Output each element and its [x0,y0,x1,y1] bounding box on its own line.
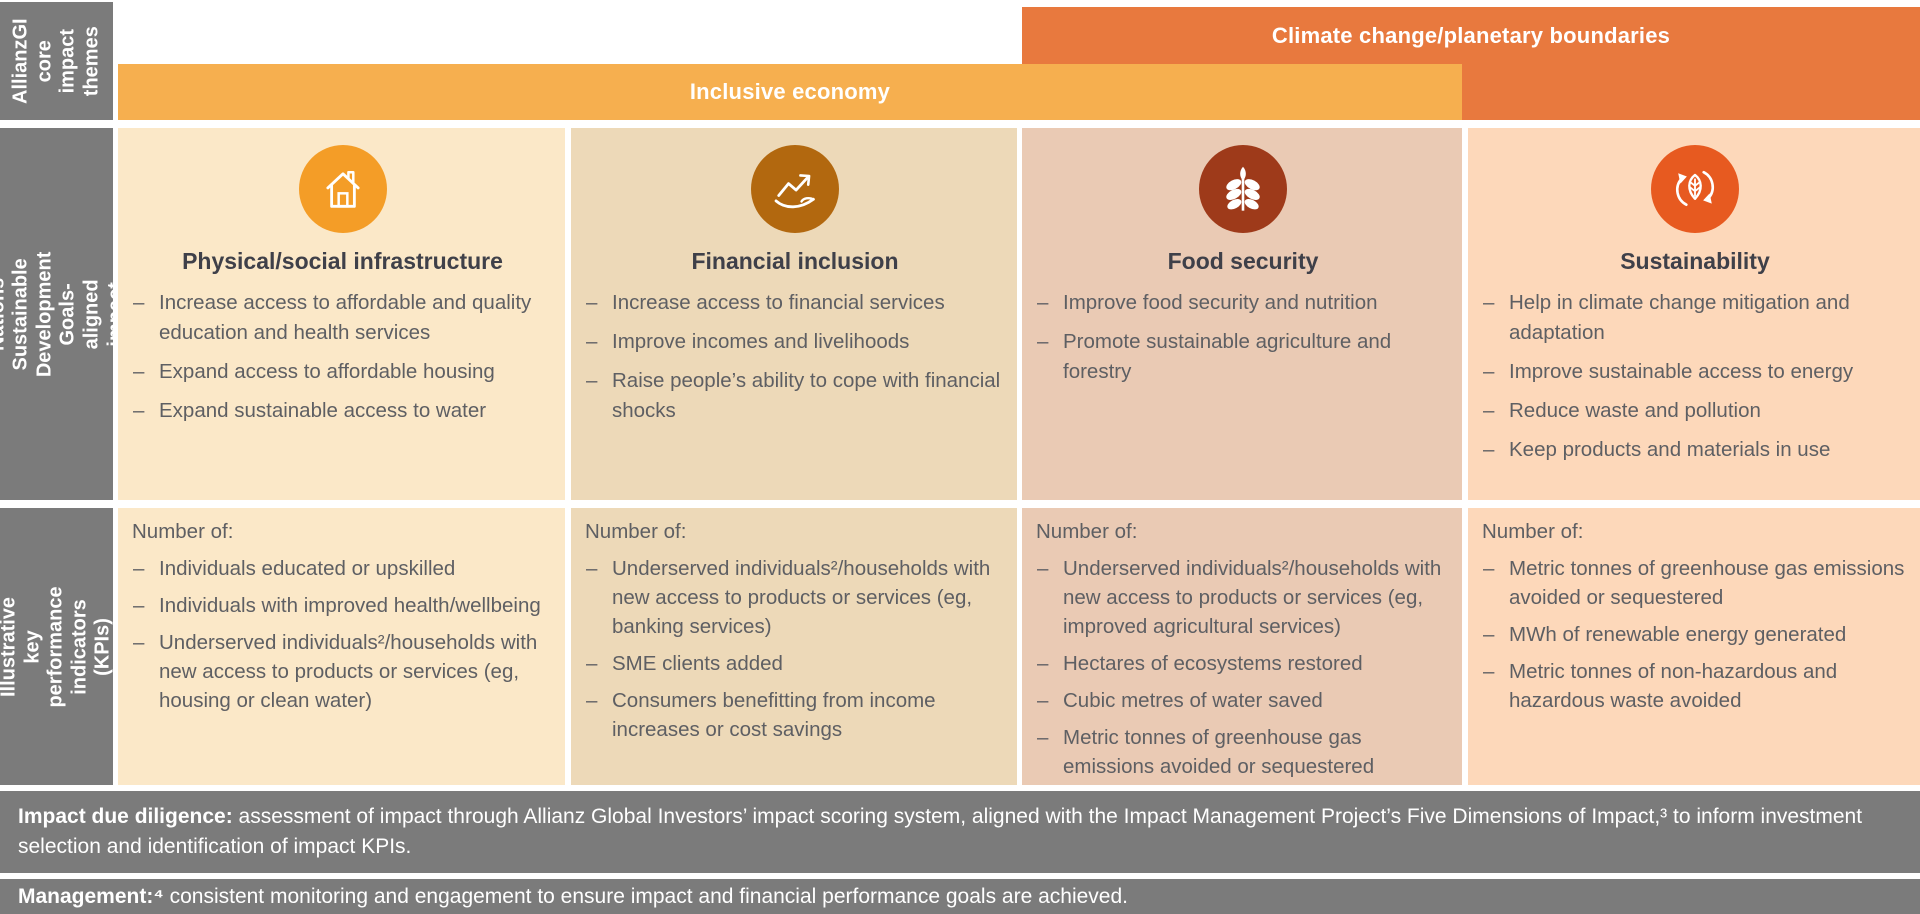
kpi-cell-financial-inclusion: Number of: Underserved individuals²/hous… [571,508,1017,785]
kpi-item: Metric tonnes of greenhouse gas emission… [1036,723,1450,781]
sidebar-kpis: Illustrative key performance indicators … [0,508,114,785]
column-title: Sustainability [1620,248,1770,274]
impact-due-diligence-bar: Impact due diligence: assessment of impa… [0,791,1920,873]
kpi-item: Underserved individuals²/households with… [132,628,553,715]
objective-item: Improve sustainable access to energy [1482,357,1908,387]
kpi-cell-sustainability: Number of: Metric tonnes of greenhouse g… [1468,508,1920,785]
objectives-list: Increase access to financial services Im… [585,288,1005,426]
objectives-list: Help in climate change mitigation and ad… [1482,288,1908,465]
management-bar: Management:⁴ consistent monitoring and e… [0,879,1920,914]
kpi-list: Metric tonnes of greenhouse gas emission… [1482,554,1908,715]
kpi-item: Hectares of ecosystems restored [1036,649,1450,678]
column-title: Food security [1167,248,1319,274]
kpi-item: Metric tonnes of non-hazardous and hazar… [1482,657,1908,715]
objective-item: Promote sustainable agriculture and fore… [1036,327,1450,387]
column-title: Physical/social infrastructure [182,248,503,274]
impact-due-diligence-label: Impact due diligence: [18,805,233,828]
objectives-list: Increase access to affordable and qualit… [132,288,553,426]
impact-due-diligence-text: Impact due diligence: assessment of impa… [18,805,1863,858]
objective-item: Improve incomes and livelihoods [585,327,1005,357]
kpi-item: Metric tonnes of greenhouse gas emission… [1482,554,1908,612]
kpi-heading: Number of: [1482,520,1584,543]
inclusive-economy-theme-label: Inclusive economy [689,79,891,104]
objective-item: Increase access to affordable and qualit… [132,288,553,348]
climate-change-theme-band-extension [1462,64,1920,120]
kpi-cell-physical-social-infrastructure: Number of: Individuals educated or upski… [118,508,565,785]
management-text: Management:⁴ consistent monitoring and e… [18,884,1128,908]
kpi-cell-food-security: Number of: Underserved individuals²/hous… [1022,508,1462,785]
leaf-recycle-icon [1676,170,1714,207]
food-security-icon-circle [1199,145,1287,233]
inclusive-economy-theme-band: Inclusive economy [118,64,1462,120]
objective-item: Expand access to affordable housing [132,357,553,387]
kpi-list: Underserved individuals²/households with… [1036,554,1450,781]
objective-item: Reduce waste and pollution [1482,396,1908,426]
objectives-cell-physical-social-infrastructure: Physical/social infrastructure Increase … [118,128,565,500]
kpi-item: Individuals with improved health/wellbei… [132,591,553,620]
kpi-heading: Number of: [132,520,234,543]
sustainability-icon-circle [1651,145,1739,233]
financial-inclusion-icon-circle [751,145,839,233]
objective-item: Raise people’s ability to cope with fina… [585,366,1005,426]
physical-social-infrastructure-icon-circle [298,145,387,233]
kpi-item: Consumers benefitting from income increa… [585,686,1005,744]
objectives-cell-food-security: Food security Improve food security and … [1022,128,1462,500]
kpi-item: Underserved individuals²/households with… [1036,554,1450,641]
kpi-list: Underserved individuals²/households with… [585,554,1005,744]
climate-change-theme-label: Climate change/planetary boundaries [1271,22,1671,48]
hand-growth-chart-icon [774,174,815,209]
objective-item: Expand sustainable access to water [132,396,553,426]
objective-item: Help in climate change mitigation and ad… [1482,288,1908,348]
wheat-icon [1226,166,1260,211]
objectives-list: Improve food security and nutrition Prom… [1036,288,1450,387]
sidebar-impact-objectives: United Nations Sustainable Development G… [0,128,149,500]
house-icon [325,170,360,208]
sidebar-core-impact-themes-label: AllianzGI core impact themes [9,18,103,104]
objective-item: Keep products and materials in use [1482,435,1908,465]
objective-item: Increase access to financial services [585,288,1005,318]
kpi-item: Cubic metres of water saved [1036,686,1450,715]
kpi-heading: Number of: [585,520,687,543]
climate-change-theme-band: Climate change/planetary boundaries [1022,7,1920,64]
objectives-cell-sustainability: Sustainability Help in climate change mi… [1468,128,1920,500]
sidebar-core-impact-themes: AllianzGI core impact themes [0,2,113,120]
objective-item: Improve food security and nutrition [1036,288,1450,318]
kpi-item: MWh of renewable energy generated [1482,620,1908,649]
kpi-item: SME clients added [585,649,1005,678]
kpi-heading: Number of: [1036,520,1138,543]
kpi-item: Individuals educated or upskilled [132,554,553,583]
objectives-cell-financial-inclusion: Financial inclusion Increase access to f… [571,128,1017,500]
management-label: Management:⁴ [18,884,164,908]
kpi-item: Underserved individuals²/households with… [585,554,1005,641]
kpi-list: Individuals educated or upskilled Indivi… [132,554,553,715]
column-title: Financial inclusion [691,248,899,274]
sidebar-kpis-label: Illustrative key performance indicators … [0,585,114,708]
